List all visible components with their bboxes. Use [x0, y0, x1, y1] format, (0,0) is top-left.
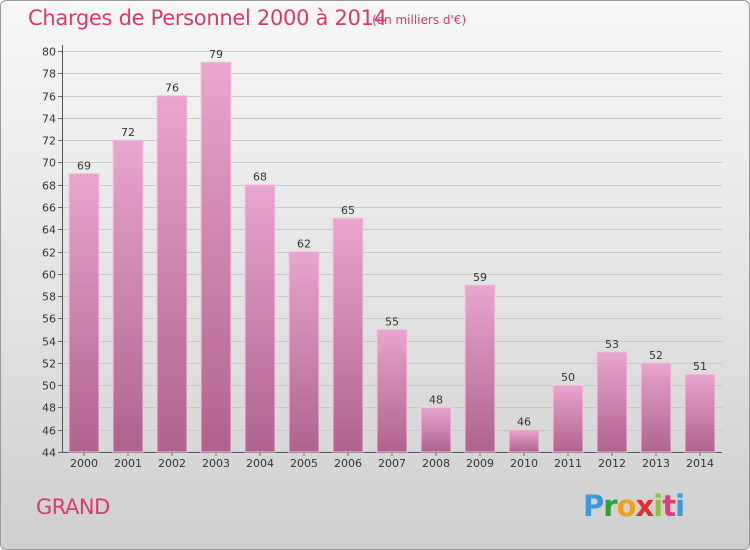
- data-label-2007: 55: [385, 316, 399, 329]
- x-tick-label: 2014: [686, 457, 714, 470]
- bars: [68, 61, 716, 453]
- y-tick-label: 70: [42, 157, 56, 170]
- x-tick-label: 2011: [554, 457, 582, 470]
- data-label-2010: 46: [517, 416, 531, 429]
- x-tick-label: 2004: [246, 457, 274, 470]
- data-label-2014: 51: [693, 360, 707, 373]
- bar-2005: [288, 251, 320, 453]
- y-tick-label: 62: [42, 247, 56, 260]
- x-tick-label: 2000: [70, 457, 98, 470]
- bar-2009: [464, 284, 496, 453]
- bar-2011: [552, 384, 584, 453]
- bar-2000: [68, 173, 100, 453]
- y-tick-label: 54: [42, 336, 56, 349]
- bar-2014: [684, 373, 716, 453]
- y-tick-label: 48: [42, 402, 56, 415]
- chart-title: Charges de Personnel 2000 à 2014: [28, 6, 387, 30]
- data-label-2003: 79: [209, 48, 223, 61]
- x-tick-label: 2008: [422, 457, 450, 470]
- y-tick-label: 68: [42, 180, 56, 193]
- x-tick-label: 2013: [642, 457, 670, 470]
- bar-2001: [112, 139, 144, 453]
- y-tick-label: 76: [42, 91, 56, 104]
- y-tick-label: 60: [42, 269, 56, 282]
- data-label-2008: 48: [429, 393, 443, 406]
- x-tick-label: 2002: [158, 457, 186, 470]
- chart-subtitle: (en milliers d'€): [372, 13, 467, 27]
- y-tick-label: 74: [42, 113, 56, 126]
- commune-name: GRAND: [36, 495, 110, 519]
- y-tick-label: 72: [42, 135, 56, 148]
- y-tick-label: 44: [42, 447, 56, 460]
- x-tick-label: 2007: [378, 457, 406, 470]
- bar-2006: [332, 217, 364, 453]
- bar-2004: [244, 184, 276, 453]
- x-tick-label: 2006: [334, 457, 362, 470]
- y-tick-label: 56: [42, 313, 56, 326]
- data-label-2005: 62: [297, 238, 311, 251]
- x-tick-label: 2005: [290, 457, 318, 470]
- x-tick-label: 2012: [598, 457, 626, 470]
- bar-2008: [420, 406, 452, 453]
- y-tick-label: 80: [42, 46, 56, 59]
- bar-2013: [640, 362, 672, 453]
- y-tick-label: 58: [42, 291, 56, 304]
- x-tick-label: 2003: [202, 457, 230, 470]
- y-tick-label: 64: [42, 224, 56, 237]
- bar-2003: [200, 61, 232, 453]
- x-tick-label: 2001: [114, 457, 142, 470]
- x-tick-label: 2010: [510, 457, 538, 470]
- data-label-2013: 52: [649, 349, 663, 362]
- data-label-2002: 76: [165, 82, 179, 95]
- data-label-2004: 68: [253, 171, 267, 184]
- y-tick-label: 46: [42, 425, 56, 438]
- x-tick-label: 2009: [466, 457, 494, 470]
- bar-2012: [596, 351, 628, 453]
- bar-2010: [508, 429, 540, 453]
- data-label-2001: 72: [121, 126, 135, 139]
- data-label-2011: 50: [561, 371, 575, 384]
- data-label-2012: 53: [605, 338, 619, 351]
- proxiti-logo: Proxiti: [583, 489, 685, 523]
- y-tick-label: 50: [42, 380, 56, 393]
- labels: 44 46 48 50 52 54 56 58 60 62 64 66 68 70 72 74 76 78 80 69…: [42, 46, 714, 471]
- y-tick-label: 66: [42, 202, 56, 215]
- data-label-2000: 69: [77, 160, 91, 173]
- data-label-2006: 65: [341, 204, 355, 217]
- y-tick-label: 52: [42, 358, 56, 371]
- data-label-2009: 59: [473, 271, 487, 284]
- bar-2007: [376, 329, 408, 453]
- y-tick-label: 78: [42, 68, 56, 81]
- bar-2002: [156, 95, 188, 453]
